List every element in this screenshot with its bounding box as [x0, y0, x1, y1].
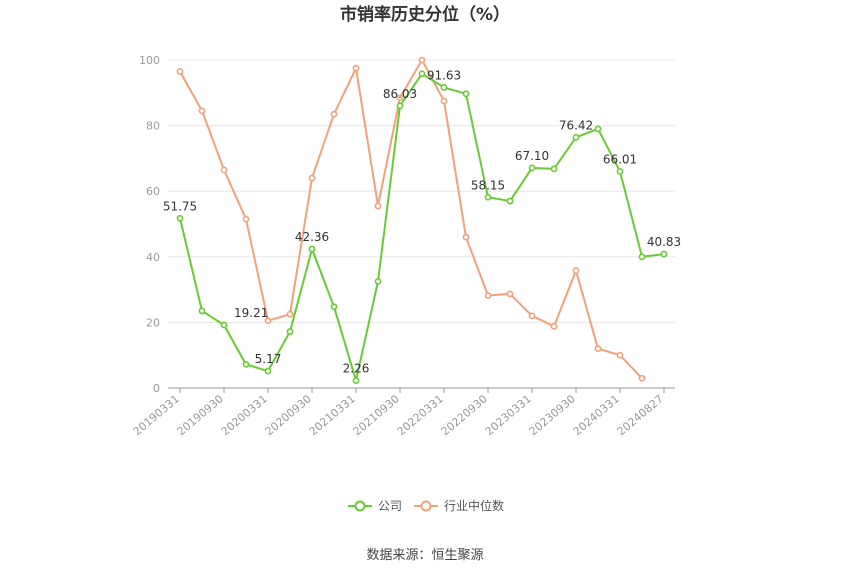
data-point[interactable]: [330, 110, 338, 118]
data-label: 2.26: [343, 362, 370, 376]
data-point[interactable]: [440, 84, 448, 91]
data-point[interactable]: [572, 133, 580, 141]
source-note: 数据来源：恒生聚源: [366, 548, 483, 563]
x-tick-label: 20190930: [175, 392, 226, 438]
data-point[interactable]: [286, 310, 294, 318]
data-point[interactable]: [462, 233, 470, 241]
y-tick-label: 20: [146, 316, 160, 329]
data-point[interactable]: [198, 307, 206, 315]
data-point[interactable]: [198, 107, 206, 115]
data-point[interactable]: [418, 56, 426, 64]
data-point[interactable]: [242, 215, 250, 223]
data-point[interactable]: [374, 202, 382, 210]
data-point[interactable]: [242, 360, 250, 368]
data-point[interactable]: [550, 322, 558, 330]
data-point[interactable]: [220, 166, 228, 174]
x-tick-label: 20220930: [439, 392, 490, 438]
data-point[interactable]: [330, 303, 338, 311]
x-tick-label: 20190331: [131, 392, 182, 438]
data-label: 51.75: [163, 199, 197, 213]
data-point[interactable]: [506, 197, 514, 205]
data-label: 67.10: [515, 149, 549, 163]
data-point[interactable]: [176, 214, 184, 222]
x-tick-label: 20220331: [395, 392, 446, 438]
data-point[interactable]: [462, 90, 470, 98]
data-point[interactable]: [616, 168, 624, 175]
data-point[interactable]: [616, 351, 624, 359]
data-point[interactable]: [594, 345, 602, 353]
y-tick-label: 60: [146, 185, 160, 198]
x-tick-label: 20200930: [263, 392, 314, 438]
data-point[interactable]: [396, 94, 404, 102]
data-label: 86.03: [383, 87, 417, 101]
x-tick-label: 20240331: [571, 392, 622, 438]
data-point[interactable]: [440, 97, 448, 105]
data-label: 58.15: [471, 178, 505, 192]
x-tick-label: 20230930: [527, 392, 578, 438]
data-point[interactable]: [264, 367, 272, 375]
data-point[interactable]: [286, 328, 294, 335]
chart-title: 市销率历史分位（%）: [340, 4, 510, 25]
data-point[interactable]: [638, 374, 646, 382]
data-point[interactable]: [352, 377, 360, 384]
data-point[interactable]: [220, 321, 228, 329]
data-point[interactable]: [660, 250, 668, 258]
data-label: 19.21: [234, 306, 268, 320]
legend-label: 行业中位数: [444, 498, 504, 513]
grid: [168, 59, 675, 323]
legend-item-1[interactable]: 行业中位数: [414, 498, 504, 513]
y-tick-label: 100: [139, 54, 160, 67]
data-label: 91.63: [427, 68, 461, 82]
data-point[interactable]: [264, 317, 272, 325]
data-point[interactable]: [308, 174, 316, 182]
data-point[interactable]: [594, 125, 602, 133]
legend-item-0[interactable]: 公司: [348, 499, 402, 513]
series-line: [179, 57, 643, 379]
data-labels: 51.75 19.21 5.17 42.36 2.26 86.03 91.63 58.15 67…: [163, 68, 681, 375]
data-point[interactable]: [396, 102, 404, 110]
data-label: 76.42: [559, 118, 593, 132]
data-point[interactable]: [528, 312, 536, 320]
series-lines: [176, 56, 668, 385]
data-point[interactable]: [418, 70, 426, 78]
data-point[interactable]: [550, 165, 558, 173]
data-point[interactable]: [572, 267, 580, 274]
y-tick-label: 40: [146, 251, 160, 264]
data-point[interactable]: [484, 292, 492, 299]
x-tick-label: 20230331: [483, 392, 534, 438]
x-tick-label: 20210930: [351, 392, 402, 438]
x-tick-label: 20240827: [615, 392, 666, 438]
x-tick-label: 20200331: [219, 392, 270, 438]
legend[interactable]: 公司 行业中位数: [348, 498, 504, 513]
data-point[interactable]: [528, 164, 536, 172]
data-point[interactable]: [374, 277, 382, 285]
data-point[interactable]: [308, 245, 316, 253]
data-label: 40.83: [647, 235, 681, 249]
data-label: 5.17: [255, 352, 282, 366]
series-1: [176, 56, 646, 382]
y-tick-label: 0: [153, 382, 160, 395]
y-tick-label: 80: [146, 120, 160, 133]
data-label: 42.36: [295, 230, 329, 244]
legend-marker: [420, 500, 432, 512]
legend-label: 公司: [378, 499, 402, 513]
data-point[interactable]: [484, 193, 492, 201]
x-axis: 2019033120190930202003312020093020210331…: [131, 387, 675, 438]
x-tick-label: 20210331: [307, 392, 358, 438]
data-label: 66.01: [603, 152, 637, 166]
data-point[interactable]: [352, 64, 360, 72]
data-point[interactable]: [506, 290, 514, 298]
series-0: [176, 70, 668, 385]
data-point[interactable]: [638, 253, 646, 261]
legend-marker: [354, 500, 366, 512]
y-axis: 0 20 40 60 80 100: [139, 54, 160, 395]
data-point[interactable]: [176, 68, 184, 75]
